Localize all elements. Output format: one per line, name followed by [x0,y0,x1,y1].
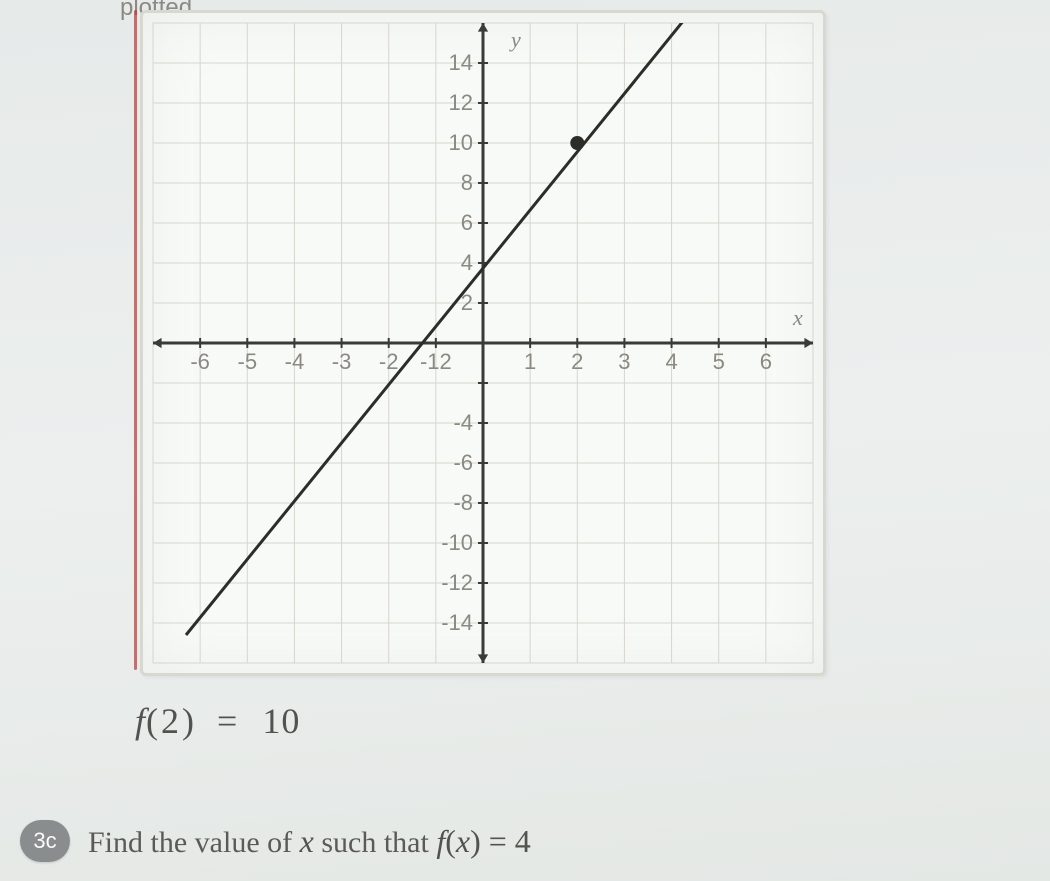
question-var: x [300,823,314,859]
equation-arg: 2 [159,701,182,741]
question-rhs: 4 [515,823,531,859]
svg-text:4: 4 [665,349,677,374]
svg-text:-12: -12 [420,349,452,374]
svg-text:5: 5 [713,349,725,374]
question-func: f [436,823,445,859]
left-red-margin-line [134,10,137,670]
svg-text:3: 3 [618,349,630,374]
question-arg: x [456,823,470,859]
svg-text:6: 6 [461,210,473,235]
svg-text:y: y [509,27,521,52]
svg-text:x: x [792,305,803,330]
svg-text:-4: -4 [285,349,305,374]
svg-text:12: 12 [449,90,473,115]
question-eq: = [481,823,515,859]
chart-svg: 2468101214-4-6-8-10-12-14-6-5-4-3-2-1212… [143,13,823,673]
svg-text:-4: -4 [453,410,473,435]
svg-text:8: 8 [461,170,473,195]
question-prefix: Find the value of [88,826,300,859]
svg-text:-10: -10 [441,530,473,555]
svg-text:-6: -6 [190,349,210,374]
graph-plot: 2468101214-4-6-8-10-12-14-6-5-4-3-2-1212… [140,10,826,676]
svg-text:4: 4 [461,250,473,275]
question-text: Find the value of x such that f(x) = 4 [88,823,531,860]
svg-text:-8: -8 [453,490,473,515]
question-mid: such that [314,826,436,859]
question-badge: 3c [20,820,70,862]
svg-text:2: 2 [571,349,583,374]
svg-text:10: 10 [449,130,473,155]
svg-text:1: 1 [524,349,536,374]
equation-equals: = [215,701,240,741]
svg-text:-14: -14 [441,610,473,635]
page: plotted. 2468101214-4-6-8-10-12-14-6-5-4… [0,0,1050,881]
equation-func: f [135,701,146,741]
svg-text:-5: -5 [238,349,258,374]
svg-text:-2: -2 [379,349,399,374]
question-row: 3c Find the value of x such that f(x) = … [20,820,531,862]
svg-text:-6: -6 [453,450,473,475]
svg-text:14: 14 [449,50,473,75]
equation-value: 10 [260,701,302,741]
svg-text:-3: -3 [332,349,352,374]
equation-f2-10: f(2) = 10 [135,700,302,742]
svg-text:-12: -12 [441,570,473,595]
svg-text:6: 6 [760,349,772,374]
